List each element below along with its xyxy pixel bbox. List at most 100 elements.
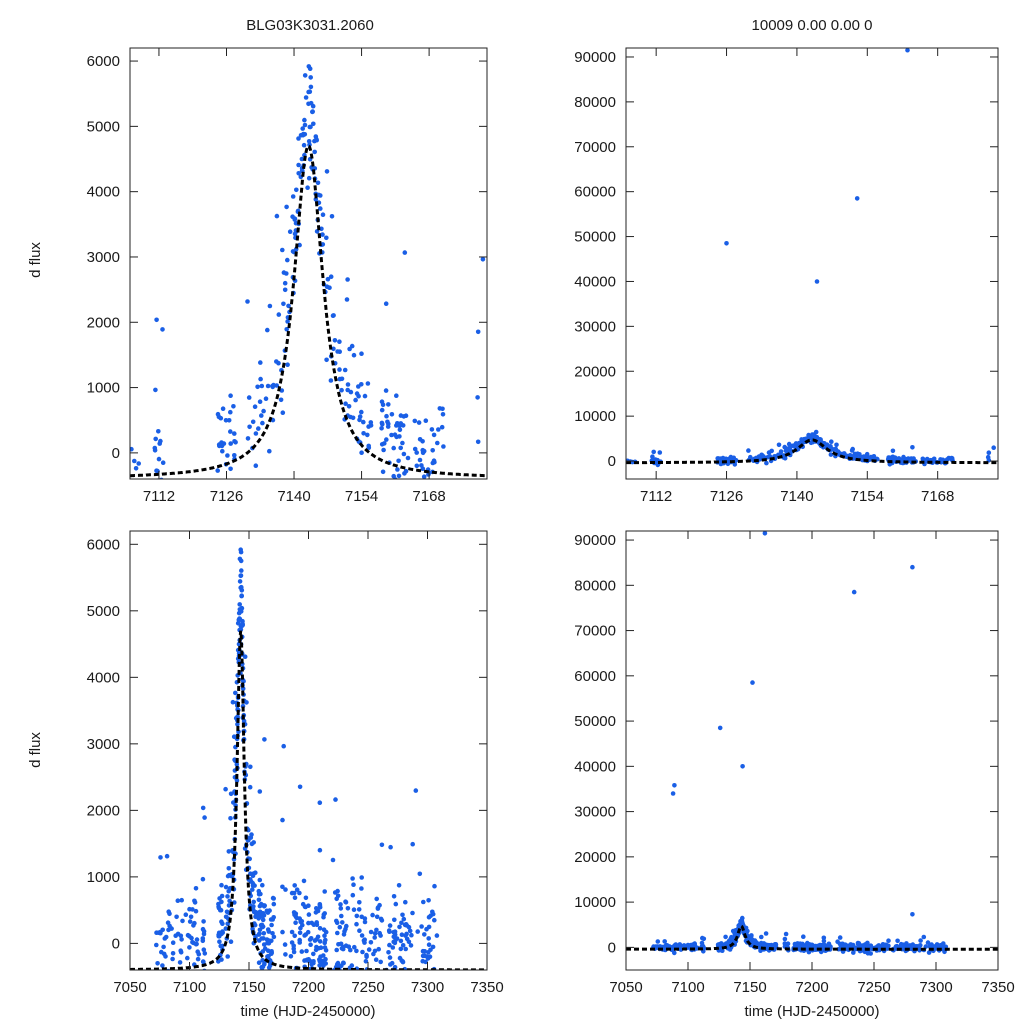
data-point <box>191 972 196 977</box>
data-point <box>258 360 263 365</box>
data-point <box>302 132 308 137</box>
data-point <box>393 937 398 943</box>
data-point <box>270 383 275 389</box>
data-point <box>260 971 265 976</box>
plot-area <box>130 547 487 991</box>
data-point <box>257 877 263 883</box>
data-point <box>360 971 365 976</box>
data-point <box>267 448 272 454</box>
data-point <box>359 886 364 891</box>
data-point <box>655 939 661 944</box>
data-point <box>391 894 397 899</box>
data-point <box>817 437 823 442</box>
data-point <box>167 911 172 917</box>
data-point <box>257 399 263 405</box>
outlier-point <box>854 196 860 201</box>
y-tick-label: 2000 <box>87 802 120 819</box>
data-point <box>170 940 176 945</box>
plot-area <box>626 48 998 468</box>
data-point <box>286 303 291 309</box>
data-point <box>284 204 289 210</box>
data-point <box>313 972 318 977</box>
data-point <box>397 427 403 433</box>
data-point <box>328 378 334 383</box>
data-point <box>217 443 222 449</box>
data-point <box>387 923 393 928</box>
data-point <box>257 931 262 936</box>
data-point <box>778 449 784 454</box>
data-point <box>156 930 161 935</box>
data-point <box>255 384 260 390</box>
data-point <box>821 942 827 948</box>
data-point <box>265 383 271 389</box>
data-point <box>420 948 426 954</box>
data-point <box>259 964 265 970</box>
x-tick-label: 7250 <box>351 979 384 996</box>
data-point <box>308 84 314 90</box>
data-point <box>196 951 202 957</box>
x-tick-label: 7126 <box>710 488 743 505</box>
x-tick-label: 7350 <box>981 979 1014 996</box>
data-point <box>396 458 401 464</box>
data-point <box>315 180 321 186</box>
data-point <box>225 954 230 959</box>
data-point <box>202 951 208 956</box>
data-point <box>323 972 328 977</box>
data-point <box>298 925 303 931</box>
data-point <box>910 445 915 450</box>
outlier-point <box>670 791 676 796</box>
data-point <box>163 972 168 977</box>
data-point <box>821 938 827 944</box>
data-point <box>183 912 189 917</box>
data-point <box>386 402 391 407</box>
outlier-point <box>740 764 745 769</box>
data-point <box>258 891 263 897</box>
data-point <box>400 943 406 948</box>
data-point <box>412 418 418 424</box>
data-point <box>166 927 171 933</box>
xlabel-left: time (HJD-2450000) <box>240 1003 375 1020</box>
data-point <box>849 448 855 453</box>
data-point <box>265 986 270 991</box>
data-point <box>155 961 160 966</box>
data-point <box>357 928 362 933</box>
data-point <box>284 271 289 276</box>
plot-frame <box>625 530 999 971</box>
data-points <box>626 48 996 468</box>
x-tick-label: 7168 <box>921 488 954 505</box>
data-point <box>133 466 139 471</box>
data-point <box>312 149 318 155</box>
data-point <box>269 922 274 928</box>
y-tick-label: 40000 <box>574 273 616 290</box>
data-point <box>171 974 176 979</box>
data-point <box>351 907 357 912</box>
data-point <box>732 462 738 467</box>
data-point <box>185 955 190 961</box>
data-point <box>895 938 900 944</box>
y-tick-label: 5000 <box>87 603 120 620</box>
data-point <box>250 880 255 886</box>
data-point <box>201 929 207 934</box>
data-point <box>160 963 165 968</box>
data-point <box>228 393 233 399</box>
data-point <box>163 934 169 940</box>
x-tick-label: 7112 <box>143 488 175 505</box>
data-point <box>335 930 340 936</box>
data-point <box>228 409 233 415</box>
data-point <box>345 906 351 911</box>
data-point <box>388 844 393 850</box>
data-point <box>382 441 387 446</box>
data-point <box>834 442 839 448</box>
outlier-point <box>724 241 729 246</box>
data-point <box>219 981 224 986</box>
data-point <box>393 901 399 907</box>
data-point <box>359 933 365 938</box>
data-point <box>392 917 397 923</box>
data-point <box>368 420 374 425</box>
data-point <box>432 883 437 889</box>
data-point <box>837 941 843 947</box>
data-point <box>191 923 196 928</box>
data-point <box>259 383 265 389</box>
data-point <box>440 406 445 412</box>
y-tick-label: 80000 <box>574 577 616 594</box>
